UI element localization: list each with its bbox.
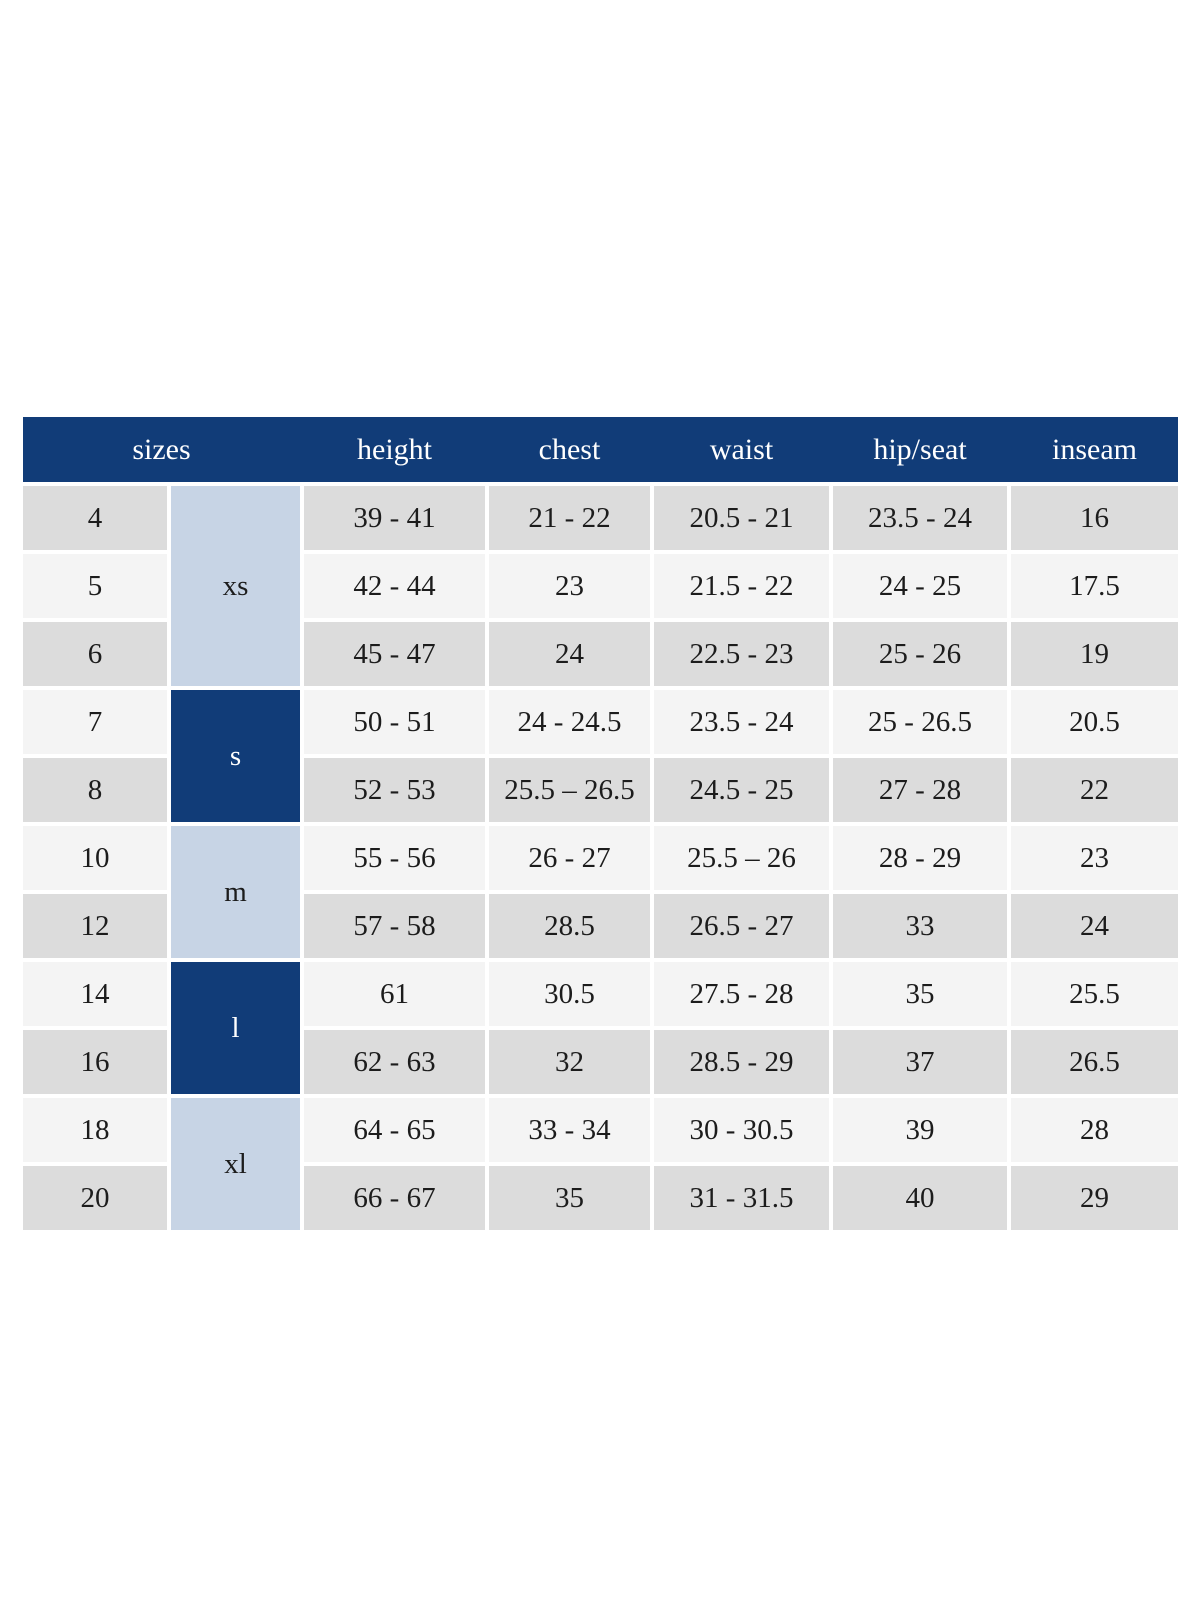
cell-hip-seat: 37 [833, 1030, 1007, 1094]
cell-inseam: 17.5 [1011, 554, 1178, 618]
cell-waist: 23.5 - 24 [654, 690, 829, 754]
cell-inseam: 16 [1011, 486, 1178, 550]
cell-chest: 28.5 [489, 894, 650, 958]
cell-hip-seat: 35 [833, 962, 1007, 1026]
table-header-row: sizes height chest waist hip/seat inseam [23, 417, 1178, 482]
header-chest: chest [538, 432, 601, 466]
cell-size: 18 [23, 1098, 167, 1162]
cell-inseam: 20.5 [1011, 690, 1178, 754]
size-group-cell-m: m [171, 826, 300, 958]
cell-height: 52 - 53 [304, 758, 485, 822]
cell-inseam: 23 [1011, 826, 1178, 890]
cell-waist: 22.5 - 23 [654, 622, 829, 686]
cell-inseam: 19 [1011, 622, 1178, 686]
cell-size: 5 [23, 554, 167, 618]
cell-size: 16 [23, 1030, 167, 1094]
cell-hip-seat: 27 - 28 [833, 758, 1007, 822]
cell-height: 45 - 47 [304, 622, 485, 686]
cell-waist: 27.5 - 28 [654, 962, 829, 1026]
cell-inseam: 26.5 [1011, 1030, 1178, 1094]
cell-hip-seat: 25 - 26.5 [833, 690, 1007, 754]
cell-chest: 26 - 27 [489, 826, 650, 890]
cell-height: 61 [304, 962, 485, 1026]
cell-height: 42 - 44 [304, 554, 485, 618]
cell-height: 50 - 51 [304, 690, 485, 754]
cell-waist: 28.5 - 29 [654, 1030, 829, 1094]
cell-hip-seat: 24 - 25 [833, 554, 1007, 618]
header-waist: waist [709, 432, 774, 466]
cell-height: 39 - 41 [304, 486, 485, 550]
cell-inseam: 24 [1011, 894, 1178, 958]
cell-size: 12 [23, 894, 167, 958]
cell-hip-seat: 28 - 29 [833, 826, 1007, 890]
size-chart-table: sizes height chest waist hip/seat inseam… [23, 417, 1178, 1230]
cell-size: 14 [23, 962, 167, 1026]
size-group-cell-s: s [171, 690, 300, 822]
cell-chest: 32 [489, 1030, 650, 1094]
cell-hip-seat: 33 [833, 894, 1007, 958]
cell-waist: 31 - 31.5 [654, 1166, 829, 1230]
cell-inseam: 25.5 [1011, 962, 1178, 1026]
cell-height: 62 - 63 [304, 1030, 485, 1094]
cell-size: 10 [23, 826, 167, 890]
cell-hip-seat: 23.5 - 24 [833, 486, 1007, 550]
cell-size: 7 [23, 690, 167, 754]
header-inseam: inseam [1052, 432, 1137, 466]
cell-chest: 33 - 34 [489, 1098, 650, 1162]
size-group-cell-xs: xs [171, 486, 300, 686]
cell-size: 4 [23, 486, 167, 550]
cell-waist: 26.5 - 27 [654, 894, 829, 958]
cell-inseam: 28 [1011, 1098, 1178, 1162]
cell-hip-seat: 40 [833, 1166, 1007, 1230]
cell-chest: 30.5 [489, 962, 650, 1026]
cell-height: 57 - 58 [304, 894, 485, 958]
cell-waist: 20.5 - 21 [654, 486, 829, 550]
cell-height: 64 - 65 [304, 1098, 485, 1162]
size-group-cell-l: l [171, 962, 300, 1094]
header-sizes: sizes [132, 432, 191, 466]
cell-chest: 23 [489, 554, 650, 618]
cell-waist: 30 - 30.5 [654, 1098, 829, 1162]
cell-chest: 24 - 24.5 [489, 690, 650, 754]
cell-inseam: 29 [1011, 1166, 1178, 1230]
header-height: height [357, 432, 432, 466]
cell-chest: 35 [489, 1166, 650, 1230]
cell-chest: 25.5 – 26.5 [489, 758, 650, 822]
cell-waist: 24.5 - 25 [654, 758, 829, 822]
cell-size: 20 [23, 1166, 167, 1230]
cell-waist: 21.5 - 22 [654, 554, 829, 618]
size-group-cell-xl: xl [171, 1098, 300, 1230]
cell-hip-seat: 39 [833, 1098, 1007, 1162]
cell-size: 6 [23, 622, 167, 686]
header-hip-seat: hip/seat [873, 432, 967, 466]
cell-waist: 25.5 – 26 [654, 826, 829, 890]
cell-size: 8 [23, 758, 167, 822]
cell-chest: 21 - 22 [489, 486, 650, 550]
cell-hip-seat: 25 - 26 [833, 622, 1007, 686]
cell-chest: 24 [489, 622, 650, 686]
cell-inseam: 22 [1011, 758, 1178, 822]
cell-height: 66 - 67 [304, 1166, 485, 1230]
cell-height: 55 - 56 [304, 826, 485, 890]
